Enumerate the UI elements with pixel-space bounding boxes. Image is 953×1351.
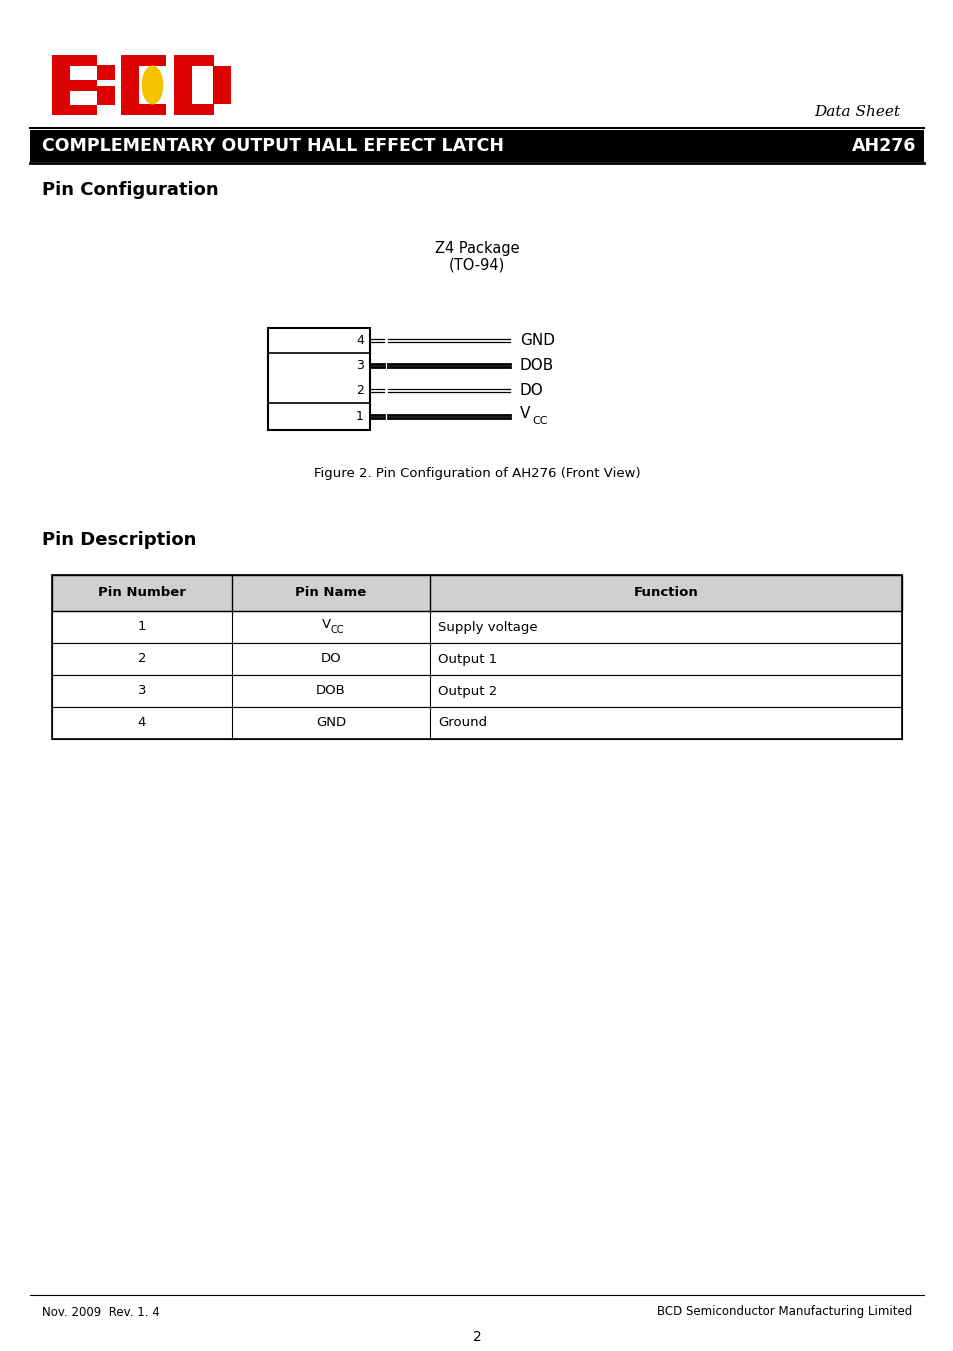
Text: Pin Description: Pin Description <box>42 531 196 549</box>
Text: CC: CC <box>532 416 547 426</box>
Text: GND: GND <box>519 332 555 349</box>
Text: 2: 2 <box>472 1329 481 1344</box>
Bar <box>52 707 901 739</box>
Text: 1: 1 <box>355 409 364 423</box>
Text: Z4 Package: Z4 Package <box>435 240 518 255</box>
Bar <box>52 55 70 115</box>
Text: 4: 4 <box>355 334 364 347</box>
Ellipse shape <box>142 65 163 104</box>
Bar <box>52 611 901 643</box>
Text: BCD Semiconductor Manufacturing Limited: BCD Semiconductor Manufacturing Limited <box>656 1305 911 1319</box>
Text: DOB: DOB <box>315 685 346 697</box>
Bar <box>213 66 231 104</box>
Text: Output 2: Output 2 <box>437 685 497 697</box>
Text: 4: 4 <box>137 716 146 730</box>
Bar <box>121 55 139 115</box>
Text: 3: 3 <box>355 359 364 372</box>
Text: Pin Configuration: Pin Configuration <box>42 181 218 199</box>
Text: AH276: AH276 <box>851 136 915 155</box>
Bar <box>52 576 901 739</box>
Bar <box>268 328 370 430</box>
Text: (TO-94): (TO-94) <box>449 258 504 273</box>
Bar <box>52 576 901 611</box>
Text: DO: DO <box>519 382 543 399</box>
Text: GND: GND <box>315 716 346 730</box>
Text: Function: Function <box>633 586 698 600</box>
Bar <box>173 55 192 115</box>
Bar <box>139 55 166 66</box>
Bar <box>52 676 901 707</box>
Text: Nov. 2009  Rev. 1. 4: Nov. 2009 Rev. 1. 4 <box>42 1305 159 1319</box>
Text: Pin Number: Pin Number <box>98 586 186 600</box>
Bar <box>139 104 166 115</box>
Text: V: V <box>519 407 530 422</box>
Bar <box>52 576 901 611</box>
Bar <box>192 104 213 115</box>
Bar <box>30 130 923 162</box>
Text: DOB: DOB <box>519 358 554 373</box>
Bar <box>70 105 97 115</box>
Text: Output 1: Output 1 <box>437 653 497 666</box>
Bar <box>70 80 97 91</box>
Text: 2: 2 <box>137 653 146 666</box>
Text: 3: 3 <box>137 685 146 697</box>
Bar <box>70 55 97 66</box>
Text: DO: DO <box>320 653 341 666</box>
Text: Ground: Ground <box>437 716 487 730</box>
Bar <box>192 55 213 66</box>
Bar <box>97 65 115 80</box>
Text: Supply voltage: Supply voltage <box>437 620 537 634</box>
Bar <box>97 86 115 105</box>
Text: CC: CC <box>330 626 343 635</box>
Text: COMPLEMENTARY OUTPUT HALL EFFECT LATCH: COMPLEMENTARY OUTPUT HALL EFFECT LATCH <box>42 136 503 155</box>
Text: 2: 2 <box>355 384 364 397</box>
Text: Pin Name: Pin Name <box>295 586 366 600</box>
Text: Data Sheet: Data Sheet <box>813 105 899 119</box>
Text: 1: 1 <box>137 620 146 634</box>
Bar <box>52 643 901 676</box>
Text: Figure 2. Pin Configuration of AH276 (Front View): Figure 2. Pin Configuration of AH276 (Fr… <box>314 466 639 480</box>
Text: V: V <box>321 619 331 631</box>
